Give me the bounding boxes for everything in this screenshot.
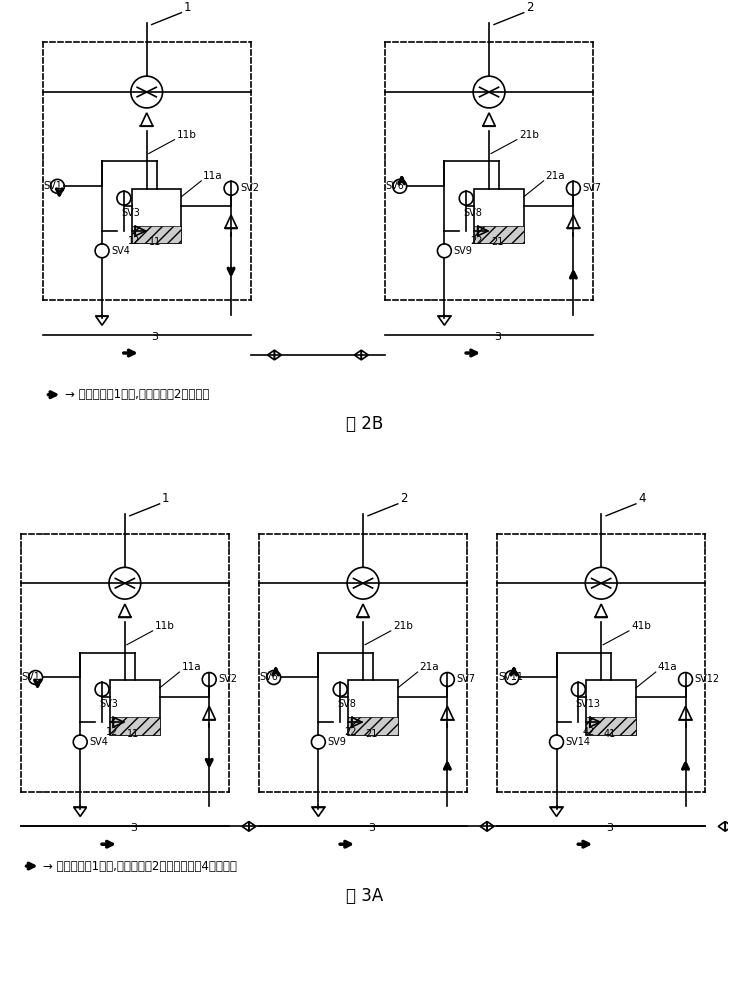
Bar [474,189,524,243]
Text: SV7: SV7 [456,674,475,684]
Bar [586,680,636,735]
Text: 21: 21 [365,729,377,739]
Text: SV9: SV9 [453,246,472,256]
Text: SV1: SV1 [22,672,40,682]
Text: → 第一室外计1排油,第二室外机2吸油过程: → 第一室外计1排油,第二室外机2吸油过程 [65,388,210,401]
Text: 42: 42 [583,727,595,737]
Text: 11b: 11b [176,130,197,140]
Text: 21: 21 [491,237,504,247]
Text: 22: 22 [470,236,482,246]
Text: 11b: 11b [155,621,175,631]
Text: 4: 4 [638,492,645,505]
Text: 21b: 21b [519,130,539,140]
Text: SV3: SV3 [121,208,140,218]
Text: SV2: SV2 [218,674,237,684]
Text: SV9: SV9 [327,737,346,747]
Text: 22: 22 [344,727,357,737]
Text: 41b: 41b [631,621,651,631]
Bar [132,189,181,243]
Text: 12: 12 [106,727,118,737]
Text: SV4: SV4 [111,246,130,256]
Text: 3: 3 [368,823,375,833]
Text: 1: 1 [183,1,191,14]
Text: SV14: SV14 [566,737,591,747]
Text: 12: 12 [128,236,140,246]
Text: SV11: SV11 [498,672,523,682]
Text: → 第一室外机1排油,第二室外机2、第三室外机4吸油过程: → 第一室外机1排油,第二室外机2、第三室外机4吸油过程 [44,860,238,873]
Text: SV12: SV12 [694,674,719,684]
Text: 41: 41 [603,729,616,739]
Text: 11: 11 [148,237,161,247]
Text: SV8: SV8 [463,208,482,218]
Text: 3: 3 [494,332,501,342]
Text: SV6: SV6 [260,672,279,682]
Bar [348,680,398,735]
Text: 11: 11 [127,729,139,739]
Text: SV8: SV8 [337,699,356,709]
Text: 1: 1 [162,492,169,505]
Text: 2: 2 [400,492,407,505]
Bar [348,717,398,735]
Text: 21a: 21a [545,171,565,181]
Bar [586,717,636,735]
Text: SV13: SV13 [575,699,600,709]
Bar [110,717,159,735]
Text: SV2: SV2 [240,183,259,193]
Text: SV1: SV1 [44,181,62,191]
Text: SV4: SV4 [89,737,108,747]
Text: 3: 3 [606,823,613,833]
Text: 11a: 11a [181,662,201,672]
Text: 3: 3 [151,332,159,342]
Text: 3: 3 [130,823,137,833]
Text: 图 3A: 图 3A [346,887,384,905]
Text: 2: 2 [526,1,533,14]
Text: 41a: 41a [658,662,678,672]
Text: 11a: 11a [203,171,223,181]
Text: SV3: SV3 [99,699,118,709]
Text: SV7: SV7 [583,183,602,193]
Text: SV6: SV6 [386,181,405,191]
Text: 21a: 21a [420,662,439,672]
Text: 21b: 21b [393,621,413,631]
Bar [132,226,181,243]
Bar [474,226,524,243]
Bar [110,680,159,735]
Text: 图 2B: 图 2B [346,415,384,433]
